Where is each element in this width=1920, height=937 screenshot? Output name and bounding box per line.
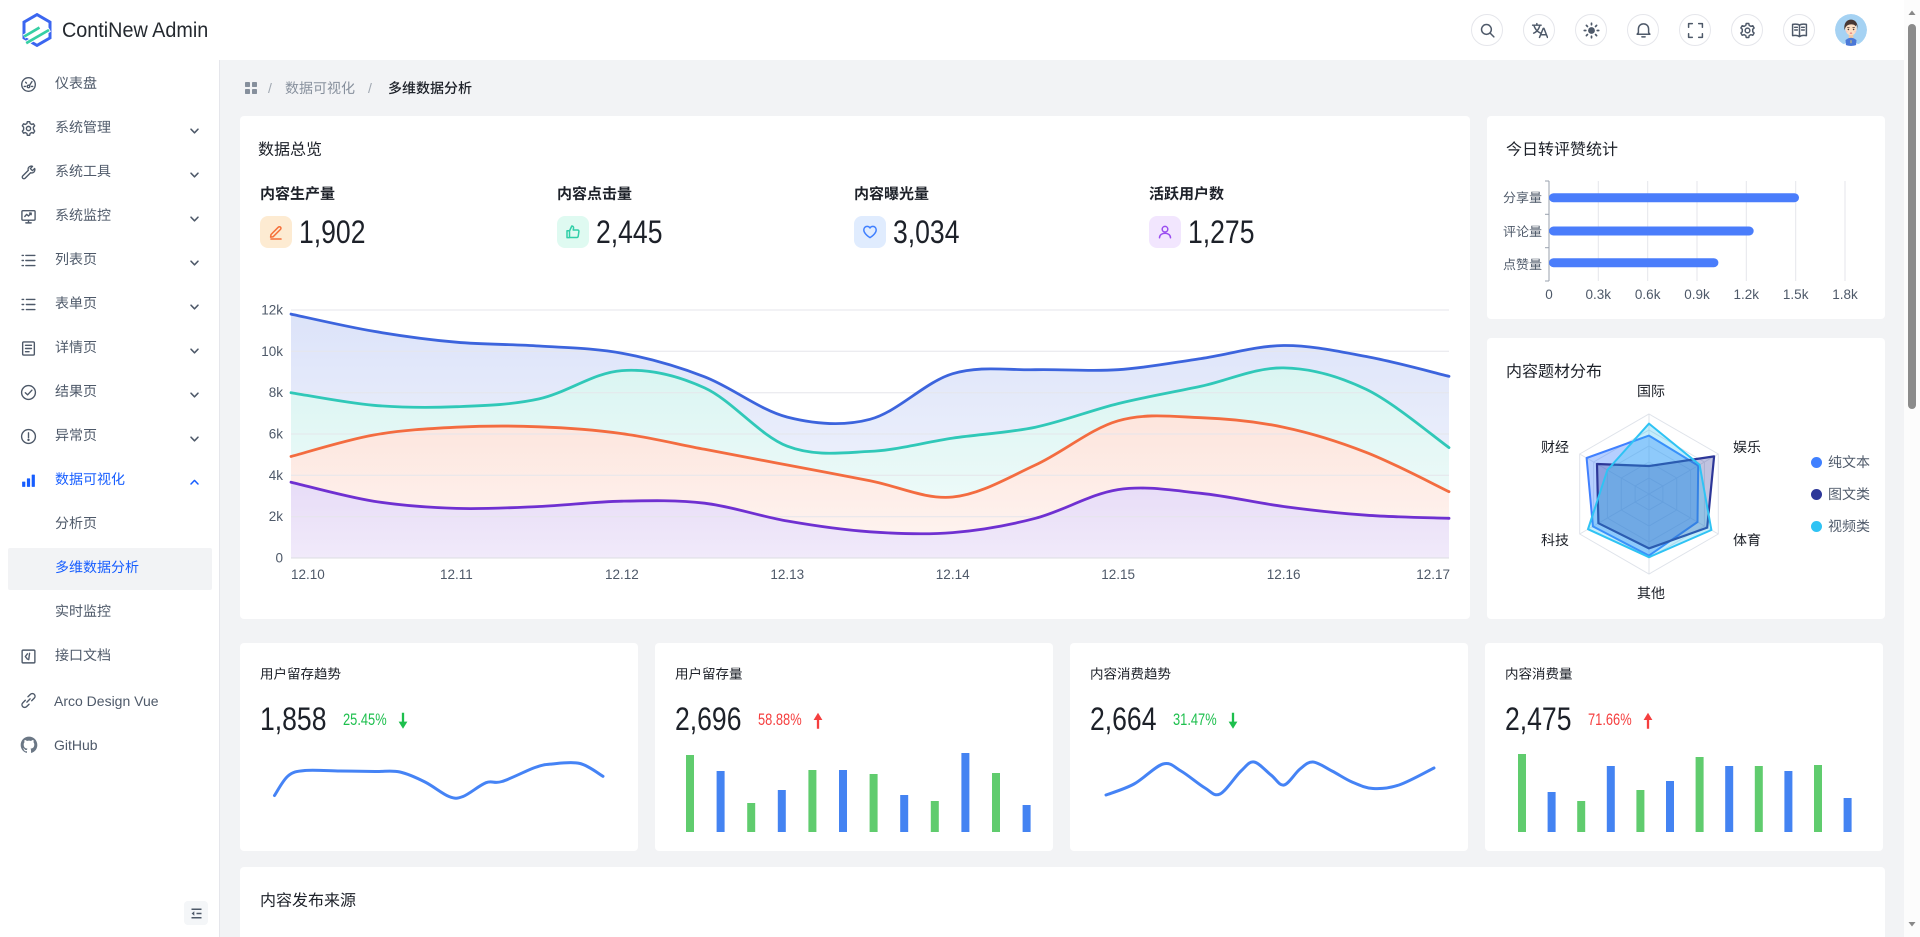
svg-text:0.9k: 0.9k <box>1684 287 1710 302</box>
svg-text:0.3k: 0.3k <box>1586 287 1612 302</box>
svg-text:12.16: 12.16 <box>1267 567 1301 582</box>
svg-text:12.11: 12.11 <box>440 567 473 582</box>
svg-text:12.15: 12.15 <box>1101 567 1135 582</box>
svg-text:12.13: 12.13 <box>770 567 804 582</box>
svg-text:12.17: 12.17 <box>1416 567 1450 582</box>
svg-text:12k: 12k <box>261 303 283 318</box>
svg-text:1.8k: 1.8k <box>1832 287 1858 302</box>
svg-text:1.2k: 1.2k <box>1734 287 1760 302</box>
svg-text:8k: 8k <box>269 385 284 400</box>
svg-text:12.10: 12.10 <box>291 567 325 582</box>
svg-text:0.6k: 0.6k <box>1635 287 1661 302</box>
svg-text:0: 0 <box>275 551 283 566</box>
svg-text:4k: 4k <box>269 468 284 483</box>
svg-text:12.14: 12.14 <box>936 567 970 582</box>
svg-text:0: 0 <box>1545 287 1553 302</box>
svg-text:6k: 6k <box>269 427 284 442</box>
svg-text:10k: 10k <box>261 344 283 359</box>
svg-text:2k: 2k <box>269 509 284 524</box>
svg-text:12.12: 12.12 <box>605 567 639 582</box>
svg-text:1.5k: 1.5k <box>1783 287 1809 302</box>
